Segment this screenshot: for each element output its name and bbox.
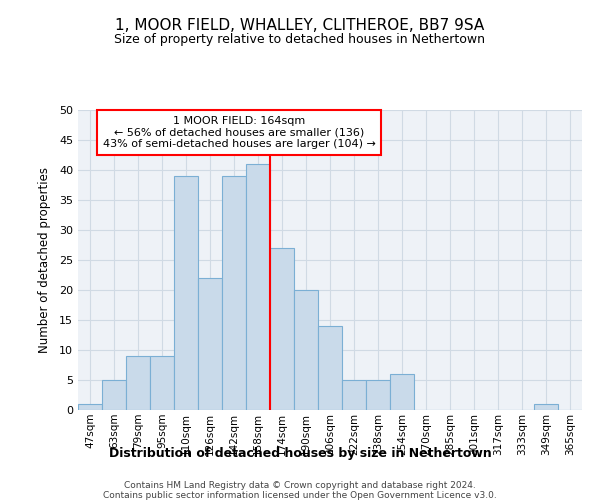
Bar	[342, 380, 366, 410]
Bar	[198, 278, 222, 410]
Text: 1 MOOR FIELD: 164sqm
← 56% of detached houses are smaller (136)
43% of semi-deta: 1 MOOR FIELD: 164sqm ← 56% of detached h…	[103, 116, 376, 149]
Bar	[174, 176, 198, 410]
Bar	[150, 356, 174, 410]
Bar	[390, 374, 414, 410]
Bar	[294, 290, 318, 410]
Bar	[534, 404, 558, 410]
Bar	[126, 356, 150, 410]
Bar	[222, 176, 246, 410]
Bar	[246, 164, 270, 410]
Text: Size of property relative to detached houses in Nethertown: Size of property relative to detached ho…	[115, 32, 485, 46]
Bar	[102, 380, 126, 410]
Text: 1, MOOR FIELD, WHALLEY, CLITHEROE, BB7 9SA: 1, MOOR FIELD, WHALLEY, CLITHEROE, BB7 9…	[115, 18, 485, 32]
Bar	[366, 380, 390, 410]
Text: Contains public sector information licensed under the Open Government Licence v3: Contains public sector information licen…	[103, 491, 497, 500]
Bar	[318, 326, 342, 410]
Text: Contains HM Land Registry data © Crown copyright and database right 2024.: Contains HM Land Registry data © Crown c…	[124, 481, 476, 490]
Bar	[78, 404, 102, 410]
Y-axis label: Number of detached properties: Number of detached properties	[38, 167, 50, 353]
Text: Distribution of detached houses by size in Nethertown: Distribution of detached houses by size …	[109, 448, 491, 460]
Bar	[270, 248, 294, 410]
